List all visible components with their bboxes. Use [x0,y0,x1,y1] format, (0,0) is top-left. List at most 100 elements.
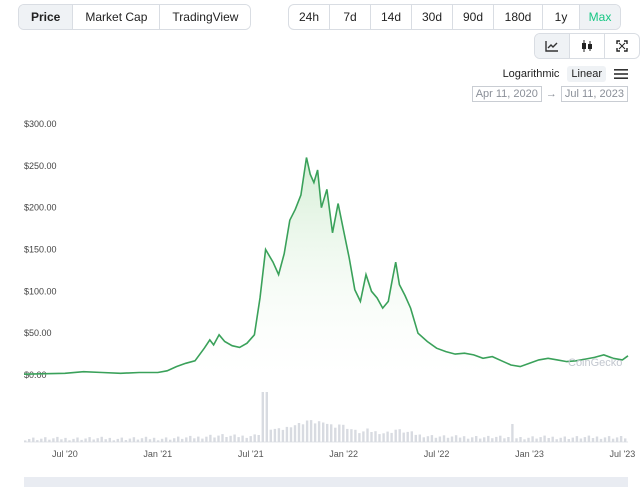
volume-bar [269,429,272,442]
scale-toggle: Logarithmic Linear [499,66,628,82]
volume-bar [390,432,393,442]
volume-bar [559,437,562,442]
volume-bar [309,420,313,442]
volume-bar [293,425,297,442]
volume-bar [350,429,353,442]
volume-bar [24,440,27,442]
menu-icon[interactable] [614,68,628,80]
range-90d-button[interactable]: 90d [453,5,494,29]
coingecko-watermark: CoinGecko [568,357,622,369]
volume-bar [205,436,208,442]
volume-bar [60,439,63,442]
navigator-bar[interactable] [24,477,628,487]
range-30d-button[interactable]: 30d [412,5,453,29]
volume-bar [140,438,144,442]
volume-bar [410,431,413,442]
volume-bar [519,437,522,442]
linear-option[interactable]: Linear [567,66,606,82]
volume-bar [193,438,196,442]
volume-bar [301,424,305,442]
logarithmic-option[interactable]: Logarithmic [502,68,560,80]
chart-type-tabs: Price Market Cap TradingView [18,4,252,30]
volume-bar [418,434,421,442]
volume-bar [358,433,361,442]
volume-bar [249,436,252,442]
volume-bar [342,424,345,442]
arrow-right-icon: → [545,88,557,100]
date-from-field[interactable]: Apr 11, 2020 [471,86,542,102]
x-tick-label: Jul '23 [610,449,636,459]
tab-tradingview[interactable]: TradingView [160,5,251,29]
range-7d-button[interactable]: 7d [330,5,371,29]
volume-bar [285,426,289,442]
volume-bar [551,436,554,442]
volume-bar [76,437,79,442]
volume-bar [575,436,579,442]
volume-bar [523,439,526,442]
volume-bar [116,438,119,442]
volume-bar [543,435,546,442]
volume-bar [515,438,518,442]
volume-bar [245,437,248,442]
volume-bar [330,424,333,442]
volume-bar [197,436,200,442]
tab-market-cap[interactable]: Market Cap [73,5,161,29]
y-tick-label: $250.00 [24,161,57,171]
tab-price[interactable]: Price [19,5,74,29]
volume-bar [446,437,450,442]
volume-bar [128,438,132,442]
x-tick-label: Jan '22 [329,449,358,459]
volume-bar [466,438,470,442]
volume-bar [181,438,184,442]
volume-bar [479,438,482,442]
x-tick-label: Jul '22 [424,449,450,459]
candlestick-view-button[interactable] [570,34,605,58]
x-axis: Jul '20 Jan '21 Jul '21 Jan '22 Jul '22 Jan '… [24,441,636,459]
y-tick-label: $200.00 [24,203,57,213]
volume-bar [539,437,542,442]
volume-bar [583,437,587,442]
candlestick-icon [582,40,592,52]
fullscreen-button[interactable] [605,34,639,58]
x-tick-label: Jul '20 [52,449,78,459]
volume-bar [491,438,494,442]
range-max-button[interactable]: Max [580,5,620,29]
range-1y-button[interactable]: 1y [543,5,580,29]
volume-bar [487,435,490,442]
volume-bar [201,438,204,442]
y-tick-label: $300.00 [24,119,57,129]
volume-bar [527,437,530,442]
volume-bar [338,424,341,442]
y-tick-label: $100.00 [24,286,57,296]
volume-bar [507,437,510,442]
volume-bar [430,435,434,442]
range-180d-button[interactable]: 180d [494,5,543,29]
volume-bar [257,435,260,442]
volume-bar [475,436,478,442]
volume-bar [370,432,373,442]
volume-bars [24,392,627,443]
volume-bar [414,434,417,442]
volume-bar [354,429,357,442]
volume-bar [277,428,281,442]
volume-bar [173,438,176,442]
price-area [24,157,628,375]
volume-bar [511,424,514,442]
range-24h-button[interactable]: 24h [289,5,330,29]
line-chart-icon [545,41,558,52]
volume-bar [281,429,285,442]
volume-bar [28,439,31,442]
volume-bar [611,438,615,442]
line-chart-view-button[interactable] [535,34,570,58]
volume-bar [132,437,136,442]
price-chart: $0.00$50.00$100.00$150.00$200.00$250.00$… [23,119,636,487]
volume-bar [378,434,381,442]
volume-bar [104,439,107,442]
volume-bar [189,435,192,442]
volume-bar [531,436,534,442]
volume-bar [124,440,128,442]
volume-bar [563,436,566,442]
date-to-field[interactable]: Jul 11, 2023 [560,86,628,102]
range-14d-button[interactable]: 14d [371,5,412,29]
volume-bar [44,437,47,442]
